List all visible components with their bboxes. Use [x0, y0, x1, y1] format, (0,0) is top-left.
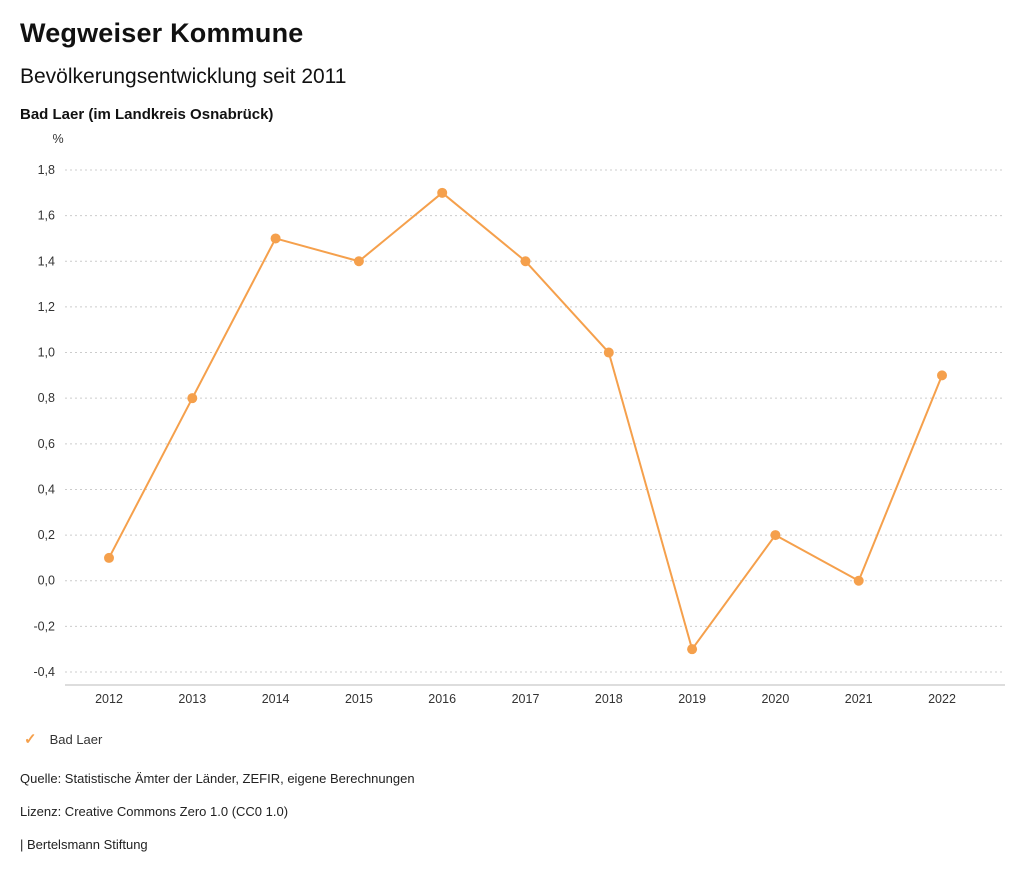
data-point[interactable]	[104, 552, 114, 563]
y-tick-label: 1,2	[38, 300, 55, 314]
x-tick-label: 2022	[928, 692, 956, 706]
y-tick-label: -0,4	[33, 665, 55, 679]
x-tick-label: 2020	[761, 692, 789, 706]
x-tick-label: 2019	[678, 692, 706, 706]
y-tick-label: 1,6	[38, 209, 55, 223]
data-point[interactable]	[770, 530, 781, 541]
chart-header: Wegweiser Kommune Bevölkerungsentwicklun…	[0, 0, 1024, 123]
data-point[interactable]	[853, 575, 864, 586]
x-tick-label: 2014	[262, 692, 290, 706]
data-point[interactable]	[937, 370, 947, 381]
x-tick-label: 2018	[595, 692, 623, 706]
y-tick-label: 0,8	[38, 391, 55, 405]
x-tick-label: 2013	[178, 692, 206, 706]
attribution-text: | Bertelsmann Stiftung	[20, 837, 148, 852]
data-point[interactable]	[603, 347, 614, 358]
region-label: Bad Laer (im Landkreis Osnabrück)	[20, 106, 274, 123]
x-tick-label: 2012	[95, 692, 123, 706]
legend-label: Bad Laer	[49, 732, 103, 747]
data-point[interactable]	[520, 256, 531, 267]
x-tick-label: 2015	[345, 692, 373, 706]
license-text: Lizenz: Creative Commons Zero 1.0 (CC0 1…	[20, 804, 289, 819]
x-tick-label: 2021	[845, 692, 873, 706]
y-tick-label: 0,0	[38, 574, 55, 588]
legend-item-bad-laer[interactable]: ✓ Bad Laer	[24, 732, 1024, 747]
data-point[interactable]	[687, 644, 698, 655]
data-point[interactable]	[353, 256, 364, 267]
footer: Quelle: Statistische Ämter der Länder, Z…	[20, 771, 1024, 852]
y-tick-label: 0,4	[38, 482, 55, 496]
y-tick-label: -0,2	[33, 619, 55, 633]
x-tick-label: 2017	[512, 692, 540, 706]
y-axis-unit-label: %	[52, 132, 63, 146]
y-tick-label: 1,0	[38, 346, 55, 360]
data-point[interactable]	[187, 393, 198, 404]
app-title: Wegweiser Kommune	[20, 18, 304, 48]
y-tick-label: 1,4	[38, 254, 55, 268]
line-chart: % 1,8 1,6 1,4 1,2 1,0 0,8 0,6 0,4 0,2 0,0 -0,2 -0,4 2…	[0, 125, 1024, 724]
chart-title: Bevölkerungsentwicklung seit 2011	[20, 65, 347, 88]
source-text: Quelle: Statistische Ämter der Länder, Z…	[20, 771, 415, 786]
y-tick-label: 0,2	[38, 528, 55, 542]
data-point[interactable]	[437, 187, 448, 198]
chart-canvas: % 1,8 1,6 1,4 1,2 1,0 0,8 0,6 0,4 0,2 0,0 -0,2 -0,4 2…	[33, 132, 1005, 706]
y-tick-label: 1,8	[38, 163, 55, 177]
x-tick-label: 2016	[428, 692, 456, 706]
y-tick-label: 0,6	[38, 437, 55, 451]
check-icon: ✓	[24, 731, 37, 748]
data-point[interactable]	[270, 233, 281, 244]
